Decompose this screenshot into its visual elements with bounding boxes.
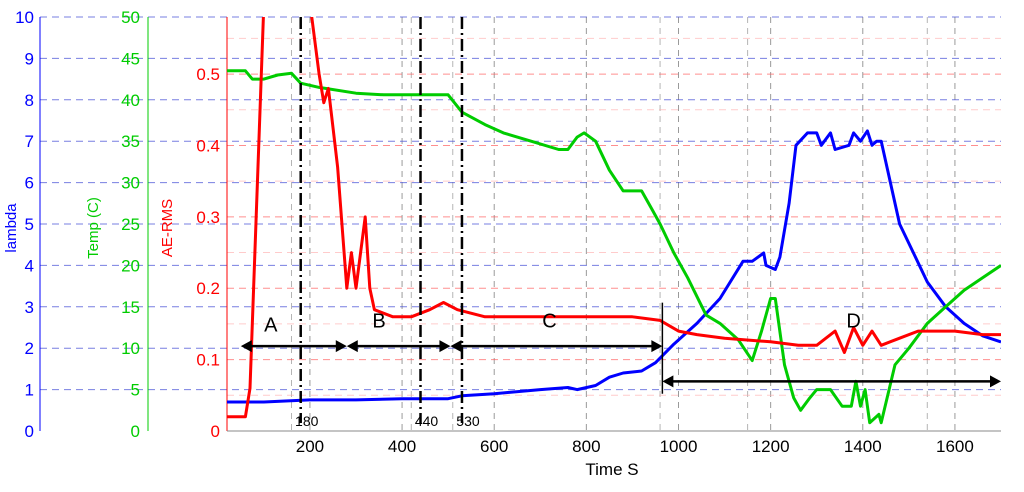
phase-arrow-head-right xyxy=(651,340,663,353)
phase-arrow-head-left xyxy=(240,340,252,353)
x-tick-label: 1000 xyxy=(660,437,698,456)
lambda-tick-label: 6 xyxy=(25,174,34,193)
lambda-tick-label: 4 xyxy=(25,256,34,275)
temp-axis-title: Temp (C) xyxy=(85,197,102,259)
phase-label: B xyxy=(372,311,385,333)
temp-tick-label: 40 xyxy=(121,91,140,110)
phase-line-label: 440 xyxy=(415,413,439,429)
lambda-tick-label: 1 xyxy=(25,381,34,400)
phase-arrow-head-right xyxy=(990,375,1001,388)
temp-tick-label: 15 xyxy=(121,298,140,317)
ae-tick-label: 0.2 xyxy=(196,279,220,298)
phase-arrow-head-left xyxy=(450,340,462,353)
phase-label: C xyxy=(542,311,556,333)
temp-tick-label: 45 xyxy=(121,49,140,68)
x-tick-label: 200 xyxy=(296,437,324,456)
ae-tick-label: 0.5 xyxy=(196,65,220,84)
ae-tick-label: 0 xyxy=(211,422,220,441)
temp-tick-label: 25 xyxy=(121,215,140,234)
x-tick-label: 1200 xyxy=(752,437,790,456)
ae-tick-label: 0.4 xyxy=(196,136,220,155)
phase-arrow-head-left xyxy=(662,375,674,388)
x-tick-label: 600 xyxy=(480,437,508,456)
phase-arrow-head-left xyxy=(346,340,358,353)
x-tick-label: 800 xyxy=(572,437,600,456)
phase-label: A xyxy=(264,315,278,337)
lambda-tick-label: 7 xyxy=(25,132,34,151)
lambda-axis-title: lambda xyxy=(3,203,20,253)
phase-arrow-head-right xyxy=(335,340,347,353)
x-tick-label: 400 xyxy=(388,437,416,456)
ae-series-line xyxy=(227,17,1001,419)
lambda-tick-label: 9 xyxy=(25,49,34,68)
temp-series-line xyxy=(227,69,1001,425)
lambda-tick-label: 8 xyxy=(25,91,34,110)
temp-tick-label: 10 xyxy=(121,339,140,358)
phase-line-label: 530 xyxy=(456,413,480,429)
phase-label: D xyxy=(846,311,860,333)
temp-tick-label: 30 xyxy=(121,174,140,193)
lambda-tick-label: 5 xyxy=(25,215,34,234)
phase-arrow-head-right xyxy=(439,340,451,353)
x-tick-label: 1600 xyxy=(936,437,974,456)
ae-axis-title: AE-RMS xyxy=(159,199,176,257)
ae-tick-label: 0.1 xyxy=(196,351,220,370)
temp-tick-label: 0 xyxy=(131,422,140,441)
x-axis-title: Time S xyxy=(585,460,638,479)
lambda-tick-label: 0 xyxy=(25,422,34,441)
lambda-series-line xyxy=(227,129,1001,404)
lambda-tick-label: 10 xyxy=(15,8,34,27)
temp-tick-label: 20 xyxy=(121,256,140,275)
lambda-tick-label: 2 xyxy=(25,339,34,358)
temp-tick-label: 50 xyxy=(121,8,140,27)
lambda-tick-label: 3 xyxy=(25,298,34,317)
temp-tick-label: 5 xyxy=(131,381,140,400)
ae-tick-label: 0.3 xyxy=(196,208,220,227)
x-tick-label: 1400 xyxy=(844,437,882,456)
temp-tick-label: 35 xyxy=(121,132,140,151)
phase-line-label: 180 xyxy=(295,413,319,429)
